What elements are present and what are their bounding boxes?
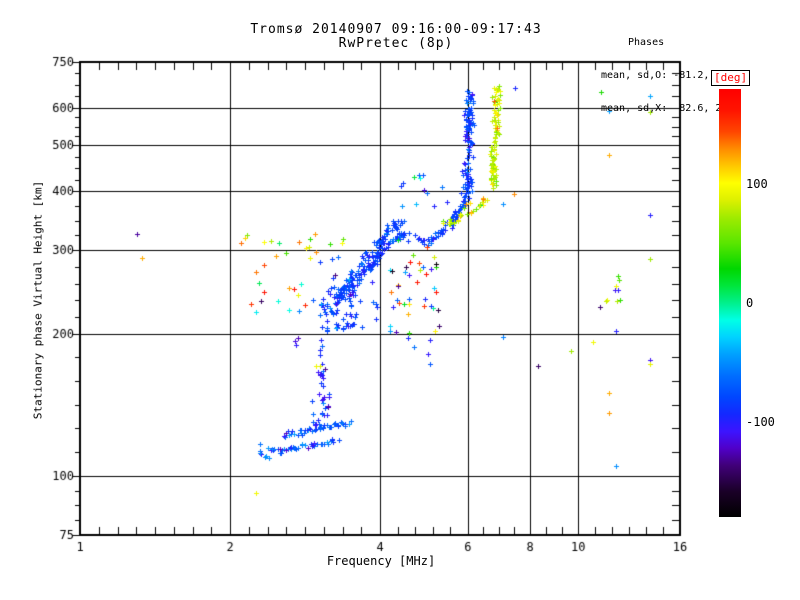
page-subtitle: RwPretec (8p) — [338, 36, 454, 51]
page-title: Tromsø 20140907 09:16:00-09:17:43 — [250, 22, 542, 37]
colorbar-unit-label: [deg] — [711, 70, 751, 86]
phase-stats-header: Phases — [628, 37, 665, 48]
colorbar-tick-label: 100 — [746, 177, 768, 192]
x-axis-label: Frequency [MHz] — [326, 554, 436, 568]
colorbar-tick-label: -100 — [746, 414, 775, 429]
y-axis-label: Stationary phase Virtual Height [km] — [31, 180, 45, 420]
colorbar-tick-label: 0 — [746, 296, 754, 310]
colorbar — [719, 89, 741, 517]
